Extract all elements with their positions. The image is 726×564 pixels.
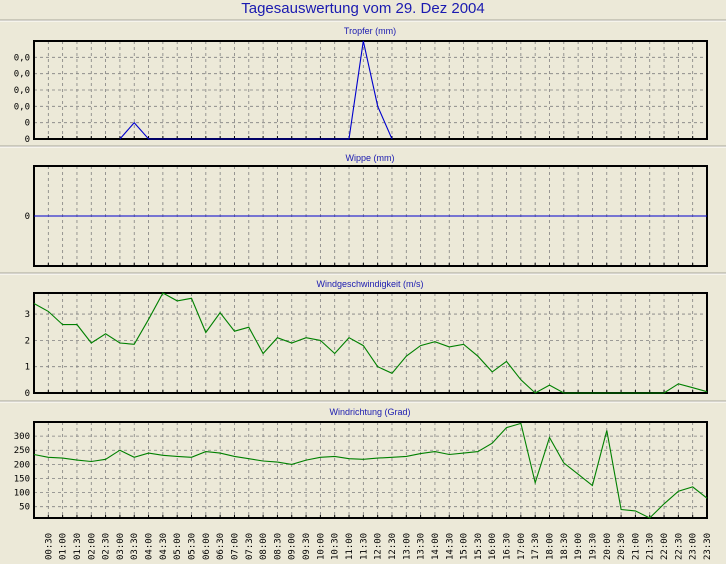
x-tick-label: 08:30 <box>273 533 283 560</box>
x-tick-label: 03:30 <box>130 533 140 560</box>
x-tick-label: 04:30 <box>159 533 169 560</box>
x-tick-label: 14:30 <box>445 533 455 560</box>
x-tick-label: 17:30 <box>531 533 541 560</box>
y-tick-label: 250 <box>14 446 30 456</box>
y-tick-label: 50 <box>19 503 30 513</box>
chart-title: Wippe (mm) <box>346 153 395 163</box>
y-tick-label: 0 <box>25 135 30 145</box>
x-tick-label: 00:30 <box>44 533 54 560</box>
y-tick-label: 0 <box>25 212 30 222</box>
x-tick-label: 21:30 <box>646 533 656 560</box>
chart-1: Tropfer (mm) 0 0 0,0 0,0 0,0 0,0 <box>0 19 726 145</box>
x-tick-label: 11:30 <box>359 533 369 560</box>
y-tick-label: 0,0 <box>14 102 30 112</box>
x-tick-label: 18:00 <box>545 533 555 560</box>
x-tick-label: 22:30 <box>674 533 684 560</box>
x-tick-label: 06:30 <box>216 533 226 560</box>
x-tick-label: 22:00 <box>660 533 670 560</box>
chart-4: Windrichtung (Grad) 50 100 150 200 250 300 <box>0 400 726 519</box>
x-tick-label: 02:30 <box>102 533 112 560</box>
chart-title: Windgeschwindigkeit (m/s) <box>316 279 423 289</box>
x-tick-label: 01:00 <box>59 533 69 560</box>
x-tick-label: 15:00 <box>460 533 470 560</box>
x-tick-label: 09:00 <box>288 533 298 560</box>
chart-title: Tropfer (mm) <box>344 26 396 36</box>
series-line <box>119 40 393 140</box>
x-tick-label: 04:00 <box>145 533 155 560</box>
chart-2: Wippe (mm) 0 <box>0 145 726 267</box>
y-tick-label: 0,0 <box>14 53 30 63</box>
x-tick-label: 15:30 <box>474 533 484 560</box>
x-tick-label: 16:00 <box>488 533 498 560</box>
y-tick-label: 3 <box>25 310 30 320</box>
x-tick-label: 03:00 <box>116 533 126 560</box>
x-tick-label: 16:30 <box>503 533 513 560</box>
x-tick-label: 12:30 <box>388 533 398 560</box>
x-tick-label: 07:30 <box>245 533 255 560</box>
x-tick-label: 23:00 <box>689 533 699 560</box>
x-tick-label: 05:00 <box>173 533 183 560</box>
y-tick-label: 0 <box>25 389 30 399</box>
y-tick-label: 1 <box>25 363 30 373</box>
chart-3: Windgeschwindigkeit (m/s) 0 1 2 3 <box>0 272 726 399</box>
x-tick-label: 19:30 <box>588 533 598 560</box>
y-tick-label: 300 <box>14 432 30 442</box>
x-tick-label: 18:30 <box>560 533 570 560</box>
x-tick-label: 20:00 <box>603 533 613 560</box>
x-tick-label: 19:00 <box>574 533 584 560</box>
x-tick-label: 23:30 <box>703 533 713 560</box>
x-tick-label: 05:30 <box>188 533 198 560</box>
x-tick-label: 07:00 <box>230 533 240 560</box>
x-tick-label: 21:00 <box>631 533 641 560</box>
y-tick-label: 100 <box>14 489 30 499</box>
x-tick-label: 17:00 <box>517 533 527 560</box>
x-tick-label: 06:00 <box>202 533 212 560</box>
plot-frame <box>33 292 708 394</box>
x-axis-labels: 00:30 01:00 01:30 02:00 02:30 03:00 03:30 04:00… <box>44 533 713 560</box>
x-tick-label: 14:00 <box>431 533 441 560</box>
y-tick-label: 150 <box>14 474 30 484</box>
y-tick-label: 0,0 <box>14 70 30 80</box>
x-tick-label: 12:00 <box>374 533 384 560</box>
x-tick-label: 08:00 <box>259 533 269 560</box>
x-tick-label: 11:00 <box>345 533 355 560</box>
x-tick-label: 02:00 <box>87 533 97 560</box>
x-tick-label: 09:30 <box>302 533 312 560</box>
x-tick-label: 13:30 <box>417 533 427 560</box>
plot-frame <box>33 421 708 519</box>
series-line <box>33 292 708 394</box>
y-tick-label: 2 <box>25 336 30 346</box>
x-tick-label: 01:30 <box>73 533 83 560</box>
x-tick-label: 10:00 <box>316 533 326 560</box>
x-tick-label: 10:30 <box>331 533 341 560</box>
y-tick-label: 200 <box>14 460 30 470</box>
chart-title: Windrichtung (Grad) <box>329 407 410 417</box>
page-title: Tagesauswertung vom 29. Dez 2004 <box>241 0 485 17</box>
series-line <box>33 422 708 519</box>
x-tick-label: 13:00 <box>402 533 412 560</box>
y-tick-label: 0,0 <box>14 86 30 96</box>
x-tick-label: 20:30 <box>617 533 627 560</box>
y-tick-label: 0 <box>25 119 30 129</box>
plot-frame <box>33 40 708 140</box>
